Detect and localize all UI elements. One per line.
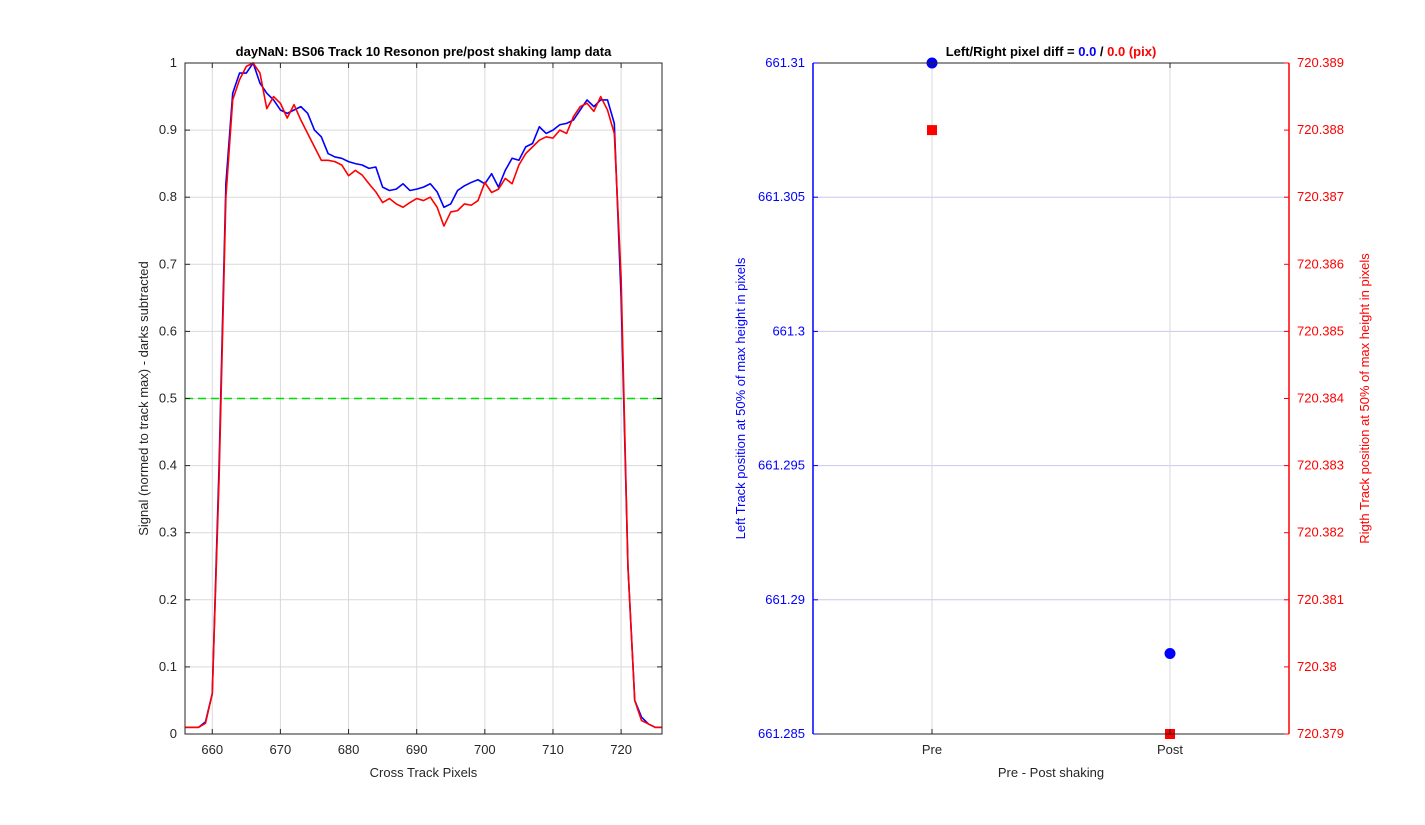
right-y-tick-label: 720.388 — [1297, 122, 1344, 137]
right-y-tick-label: 720.383 — [1297, 458, 1344, 473]
right-y-tick-label: 720.386 — [1297, 256, 1344, 271]
left-track-y-axis-label: Left Track position at 50% of max height… — [733, 257, 748, 539]
right-chart-title: Left/Right pixel diff = 0.0 / 0.0 (pix) — [946, 44, 1157, 59]
edge-position-markers — [926, 57, 1176, 739]
grid-right — [813, 62, 1289, 735]
right-diff-value: 0.0 (pix) — [1107, 44, 1156, 59]
right-plot-ticks: 661.285 661.29 661.295 661.3 661.305 661.31 72… — [758, 55, 1344, 757]
left-y-tick-label: 661.295 — [758, 458, 805, 473]
signal-series-group — [185, 62, 662, 729]
right-y-tick-label: 720.381 — [1297, 592, 1344, 607]
x-tick-label: 690 — [406, 742, 428, 757]
left-y-tick-label: 661.31 — [765, 55, 805, 70]
y-tick-label: 0.9 — [159, 122, 177, 137]
y-tick-label: 0.1 — [159, 659, 177, 674]
right-y-tick-label: 720.387 — [1297, 189, 1344, 204]
y-tick-label: 0.2 — [159, 592, 177, 607]
category-tick-label: Pre — [922, 742, 942, 757]
left-y-tick-label: 661.3 — [772, 323, 805, 338]
left-chart-x-axis-label: Cross Track Pixels — [370, 765, 478, 780]
y-tick-label: 0.4 — [159, 458, 177, 473]
x-tick-label: 710 — [542, 742, 564, 757]
left-chart-y-axis-label: Signal (normed to track max) - darks sub… — [136, 261, 151, 536]
left-y-tick-label: 661.285 — [758, 726, 805, 741]
right-chart-x-axis-label: Pre - Post shaking — [998, 765, 1104, 780]
x-tick-label: 720 — [610, 742, 632, 757]
left-y-tick-label: 661.305 — [758, 189, 805, 204]
title-prefix: Left/Right pixel diff = — [946, 44, 1079, 59]
right-y-tick-label: 720.379 — [1297, 726, 1344, 741]
left-diff-value: 0.0 — [1078, 44, 1096, 59]
category-tick-label: Post — [1157, 742, 1183, 757]
y-tick-label: 0.3 — [159, 525, 177, 540]
right-track-y-axis-label: Rigth Track position at 50% of max heigh… — [1357, 253, 1372, 544]
signal-profile-chart: 660 670 680 690 700 710 720 0 0.1 0.2 0.3 0.4 0.5 0.6… — [136, 44, 663, 780]
y-tick-label: 1 — [170, 55, 177, 70]
right-y-tick-label: 720.385 — [1297, 323, 1344, 338]
pre-shaking-signal-line — [185, 62, 662, 729]
right-y-tick-label: 720.384 — [1297, 391, 1344, 406]
left-chart-title: dayNaN: BS06 Track 10 Resonon pre/post s… — [236, 44, 612, 59]
x-tick-label: 700 — [474, 742, 496, 757]
y-tick-label: 0.6 — [159, 323, 177, 338]
x-tick-label: 680 — [338, 742, 360, 757]
right-y-tick-label: 720.389 — [1297, 55, 1344, 70]
title-separator: / — [1096, 44, 1107, 59]
left-track-position-marker — [1164, 647, 1176, 659]
edge-position-chart: 661.285 661.29 661.295 661.3 661.305 661.31 72… — [733, 44, 1372, 780]
right-y-tick-label: 720.382 — [1297, 525, 1344, 540]
left-plot-ticks: 660 670 680 690 700 710 720 0 0.1 0.2 0.3 0.4 0.5 0.6… — [159, 55, 662, 757]
y-tick-label: 0.8 — [159, 189, 177, 204]
y-tick-label: 0.5 — [159, 391, 177, 406]
y-tick-label: 0.7 — [159, 256, 177, 271]
right-y-tick-label: 720.38 — [1297, 659, 1337, 674]
x-tick-label: 670 — [270, 742, 292, 757]
x-tick-label: 660 — [201, 742, 223, 757]
post-shaking-signal-line — [185, 62, 662, 729]
y-tick-label: 0 — [170, 726, 177, 741]
left-y-tick-label: 661.29 — [765, 592, 805, 607]
right-track-position-marker — [927, 125, 937, 136]
